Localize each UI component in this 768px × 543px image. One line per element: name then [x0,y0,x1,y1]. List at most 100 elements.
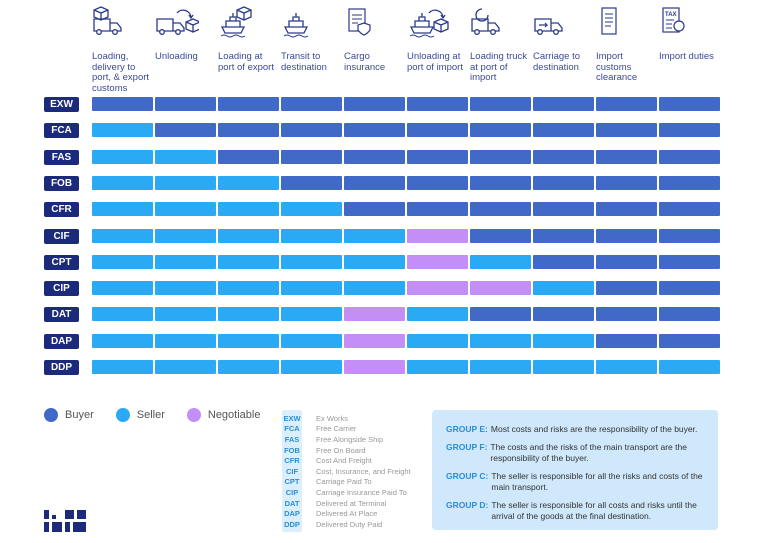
cell-buyer [533,149,594,164]
incoterm-row-dap: DAP [44,333,722,349]
cell-buyer [659,149,720,164]
cell-negotiable [407,228,468,243]
abbr-name: Delivered Duty Paid [316,519,383,529]
abbr-code: CIF [285,466,299,476]
insurance-document-icon [344,0,407,46]
cell-buyer [470,175,531,190]
incoterm-code: EXW [44,97,79,112]
cell-buyer [596,123,657,138]
cell-seller [155,333,216,348]
cell-buyer [92,97,153,111]
incoterm-row-ddp: DDP [44,360,722,375]
cell-buyer [596,228,657,243]
group-text: The costs and the risks of the main tran… [490,442,687,463]
abbr-name: Free Carrier [316,424,357,434]
cell-seller [344,281,405,296]
column-header: Import customs clearance [596,0,659,84]
cell-buyer [407,202,468,217]
cell-seller [281,333,342,348]
group-text: Most costs and risks are the responsibil… [490,424,698,434]
group-label: GROUP C: [446,471,489,481]
group-text: The seller is responsible for all the ri… [491,471,703,492]
column-header: Unloading [155,0,218,63]
unloading-truck-icon [155,0,218,46]
group-description: GROUP E: Most costs and risks are the res… [446,424,706,435]
cell-buyer [533,254,594,269]
ship-icon [281,0,344,46]
cell-seller [155,360,216,374]
logo [44,510,86,537]
truck-loading-icon [470,0,533,46]
abbr-name: Carriage Insurance Paid To [316,487,407,497]
box-truck-icon [92,0,155,46]
cell-buyer [596,281,657,296]
group-label: GROUP E: [446,424,488,434]
cell-buyer [470,149,531,164]
cell-buyer [596,175,657,190]
incoterm-code: CIP [44,281,79,297]
negotiable-dot [186,408,201,422]
cell-buyer [596,149,657,164]
column-label: Transit to destination [281,51,327,73]
ship-loading-icon [218,0,281,46]
abbr-code: DAT [284,498,300,508]
cell-seller [281,228,342,243]
cell-buyer [659,228,720,243]
cell-seller [407,307,468,322]
abbreviation-item: FCA Free Carrier [282,424,411,435]
cell-seller [344,228,405,243]
cell-buyer [659,97,720,111]
cell-buyer [596,202,657,217]
cell-buyer [533,307,594,322]
group-description: GROUP D: The seller is responsible for al… [446,500,706,522]
group-label: GROUP D: [446,500,489,510]
cell-buyer [470,307,531,322]
cell-buyer [407,149,468,164]
cell-buyer [470,97,531,111]
cell-seller [218,360,279,374]
incoterm-row-cif: CIF [44,228,722,244]
cell-buyer [533,123,594,138]
abbr-code: CIP [285,487,299,497]
abbreviation-item: CPT Carriage Paid To [282,477,411,488]
incoterm-row-fas: FAS [44,149,722,165]
abbr-code: FAS [284,434,300,444]
cell-seller [92,360,153,374]
cell-negotiable [344,360,405,374]
column-label: Loading truck at port of import [470,51,528,83]
cell-buyer [659,123,720,138]
column-header: Cargo insurance [344,0,407,73]
cell-seller [155,175,216,190]
cell-seller [533,281,594,296]
cell-buyer [407,123,468,138]
cell-seller [218,333,279,348]
cell-seller [407,333,468,348]
abbreviation-item: EXW Ex Works [282,413,411,424]
column-header: TAX Import duties [659,0,722,63]
cell-buyer [344,149,405,164]
cell-seller [92,254,153,269]
abbreviation-list: EXW Ex Works FCA Free Carrier FAS Free Alongs… [282,410,411,532]
column-label: Unloading [155,51,198,62]
ship-unloading-icon [407,0,470,46]
abbr-name: Carriage Paid To [316,477,372,487]
cell-seller [533,360,594,374]
legend-label: Buyer [65,409,94,421]
abbr-code: FOB [284,445,300,455]
incoterm-row-dat: DAT [44,307,722,323]
cell-buyer [344,97,405,111]
cell-seller [92,175,153,190]
incoterm-code: CPT [44,254,79,270]
cell-buyer [470,228,531,243]
incoterm-code: DDP [44,360,79,375]
legend-buyer: Buyer [44,408,94,422]
column-header: Loading, delivery to port, & export cust… [92,0,155,94]
cell-seller [218,175,279,190]
incoterm-code: CFR [44,202,79,218]
abbr-name: Free Alongside Ship [316,434,384,444]
abbreviation-item: FOB Free On Board [282,445,411,456]
column-label: Loading at port of export [218,51,274,73]
abbreviation-item: CFR Cost And Freight [282,455,411,466]
incoterm-row-cpt: CPT [44,254,722,270]
codes-column-bg [282,410,302,532]
